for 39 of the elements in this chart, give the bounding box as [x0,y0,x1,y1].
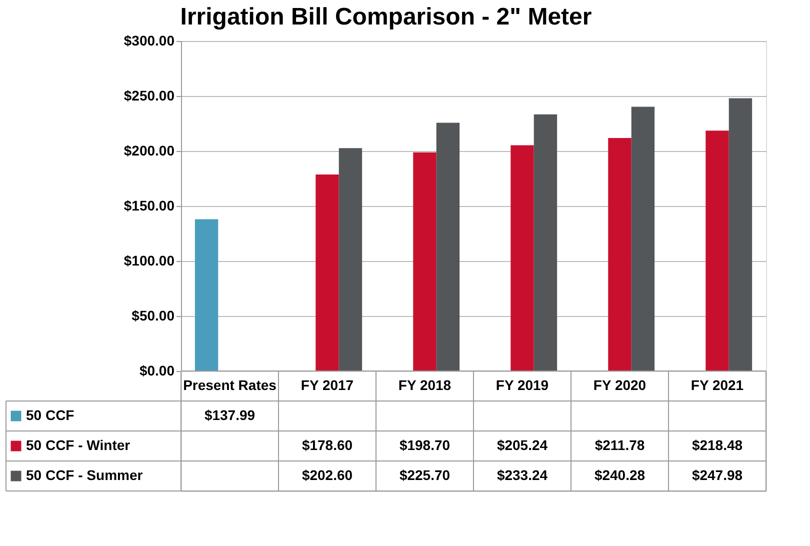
y-tick-label: $200.00 [124,142,175,158]
bar [338,148,362,371]
chart-title: Irrigation Bill Comparison - 2" Meter [180,4,592,30]
x-tick-label: FY 2019 [496,377,549,393]
data-label: $247.98 [692,467,743,483]
bar [706,130,729,371]
bar [534,114,558,371]
legend-label: 50 CCF [26,407,75,423]
bar [413,152,436,371]
y-tick-label: $150.00 [124,198,175,214]
data-label: $198.70 [399,437,450,453]
bar [510,145,534,371]
bar [194,219,218,371]
data-label: $218.48 [692,437,743,453]
data-label: $202.60 [302,467,353,483]
bar [608,138,632,371]
bar [728,98,752,371]
x-tick-label: FY 2018 [398,377,452,393]
data-label: $205.24 [496,437,548,453]
data-label: $240.28 [594,467,646,483]
y-tick-label: $50.00 [132,308,175,324]
y-tick-label: $300.00 [124,32,175,48]
legend-label: 50 CCF - Summer [26,467,144,483]
x-tick-label: Present Rates [183,377,277,393]
data-label: $211.78 [594,437,645,453]
y-tick-label: $250.00 [124,88,175,104]
y-tick-label: $0.00 [139,362,175,378]
bar [436,122,460,371]
bar [316,174,339,371]
legend-label: 50 CCF - Winter [26,437,131,453]
x-tick-label: FY 2020 [593,377,646,393]
y-tick-label: $100.00 [124,252,175,268]
bar [631,106,655,371]
x-tick-label: FY 2017 [300,377,354,393]
data-label: $233.24 [496,467,548,483]
x-tick-label: FY 2021 [690,377,744,393]
data-label: $178.60 [302,437,353,453]
data-label: $225.70 [399,467,450,483]
data-label: $137.99 [204,407,256,423]
